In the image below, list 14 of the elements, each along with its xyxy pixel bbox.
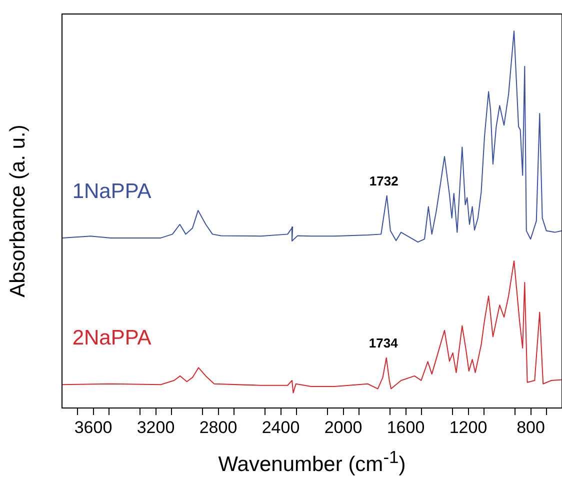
- x-tick-label: 1200: [449, 418, 488, 437]
- x-tick-label: 800: [516, 418, 545, 437]
- x-tick-label: 3200: [136, 418, 175, 437]
- x-tick-label: 2400: [262, 418, 300, 437]
- x-axis-title: Wavenumber (cm$^{-1}$): [217, 447, 407, 477]
- annotation: 1734: [368, 335, 399, 350]
- series-label: 1NaPPA: [72, 180, 152, 203]
- y-axis-title: Absorbance (a. u.): [6, 124, 30, 298]
- x-tick-label: 2000: [324, 418, 362, 437]
- annotation: 1732: [369, 173, 398, 188]
- x-tick-label: 1600: [386, 418, 425, 437]
- x-tick-label: 3600: [74, 418, 112, 437]
- series-label: 2NaPPA: [72, 326, 152, 350]
- x-tick-label: 2800: [199, 418, 238, 437]
